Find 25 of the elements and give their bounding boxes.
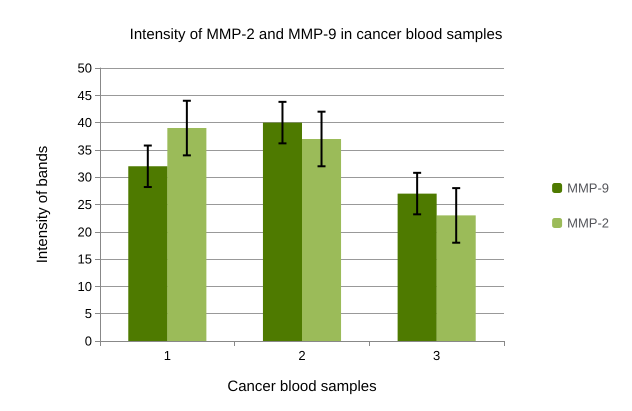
y-tick-label: 40 [78, 115, 92, 130]
y-tick-label: 10 [78, 278, 92, 294]
legend-label: MMP-2 [567, 216, 609, 230]
y-tick-label: 0 [84, 334, 92, 348]
y-axis-title: Intensity of bands [34, 146, 51, 264]
x-axis-title: Cancer blood samples [227, 378, 377, 395]
y-tick-label: 45 [78, 88, 92, 103]
x-tick-label: 3 [433, 348, 440, 363]
y-tick-label: 25 [78, 197, 92, 212]
bar [167, 128, 206, 341]
legend-label: MMP-9 [567, 180, 609, 196]
chart-title: Intensity of MMP-2 and MMP-9 in cancer blood samples [130, 26, 502, 43]
bar [398, 194, 437, 341]
bar [436, 215, 476, 341]
bar [262, 122, 302, 341]
x-tick-label: 1 [164, 348, 171, 363]
y-tick-label: 50 [78, 60, 92, 76]
y-tick-label: 35 [78, 142, 92, 158]
y-tick-label: 5 [84, 306, 92, 322]
x-tick-label: 2 [298, 348, 306, 363]
bar [128, 166, 168, 341]
y-tick-label: 30 [78, 170, 92, 185]
y-tick-label: 15 [78, 252, 92, 267]
y-tick-label: 20 [78, 224, 92, 240]
bar [302, 138, 342, 341]
